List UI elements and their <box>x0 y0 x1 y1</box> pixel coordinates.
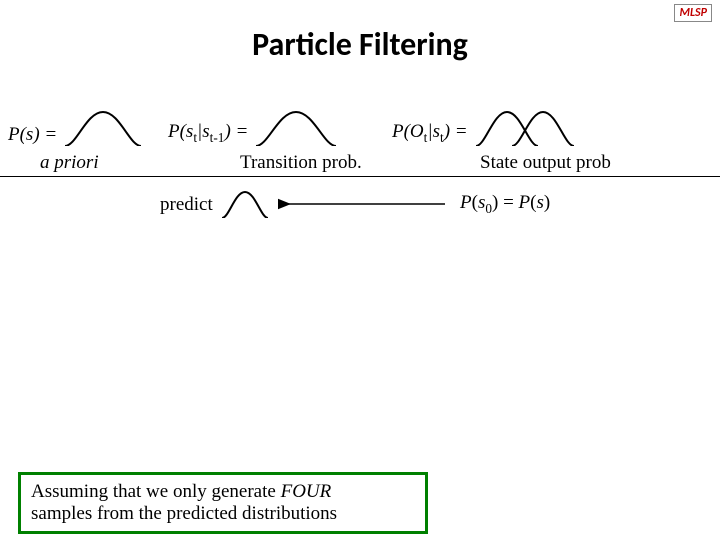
predict-bump <box>220 190 270 218</box>
logo-text: MLSP <box>679 6 707 20</box>
formula-text: P(Ot|st) = <box>392 121 468 146</box>
dist-item: P(Ot|st) = <box>392 110 576 146</box>
dist-label: State output prob <box>480 152 611 174</box>
dist-label: Transition prob. <box>240 152 362 174</box>
dist-label: a priori <box>40 152 99 174</box>
curve-icon <box>63 110 143 146</box>
formula-text: P(st|st-1) = <box>168 121 248 146</box>
arrow-left <box>278 194 455 214</box>
footer-note: Assuming that we only generate FOURsampl… <box>18 472 428 534</box>
dist-item: P(st|st-1) = <box>168 110 338 146</box>
predict-equation: P(s0) = P(s) <box>460 192 550 217</box>
curve-icon <box>474 110 576 146</box>
formula-text: P(s) = <box>8 124 57 146</box>
dist-item: P(s) = <box>8 110 143 146</box>
curve-icon <box>254 110 338 146</box>
logo: MLSP <box>674 4 712 22</box>
predict-label: predict <box>160 194 213 216</box>
page-title: Particle Filtering <box>0 25 720 64</box>
divider-line <box>0 176 720 177</box>
